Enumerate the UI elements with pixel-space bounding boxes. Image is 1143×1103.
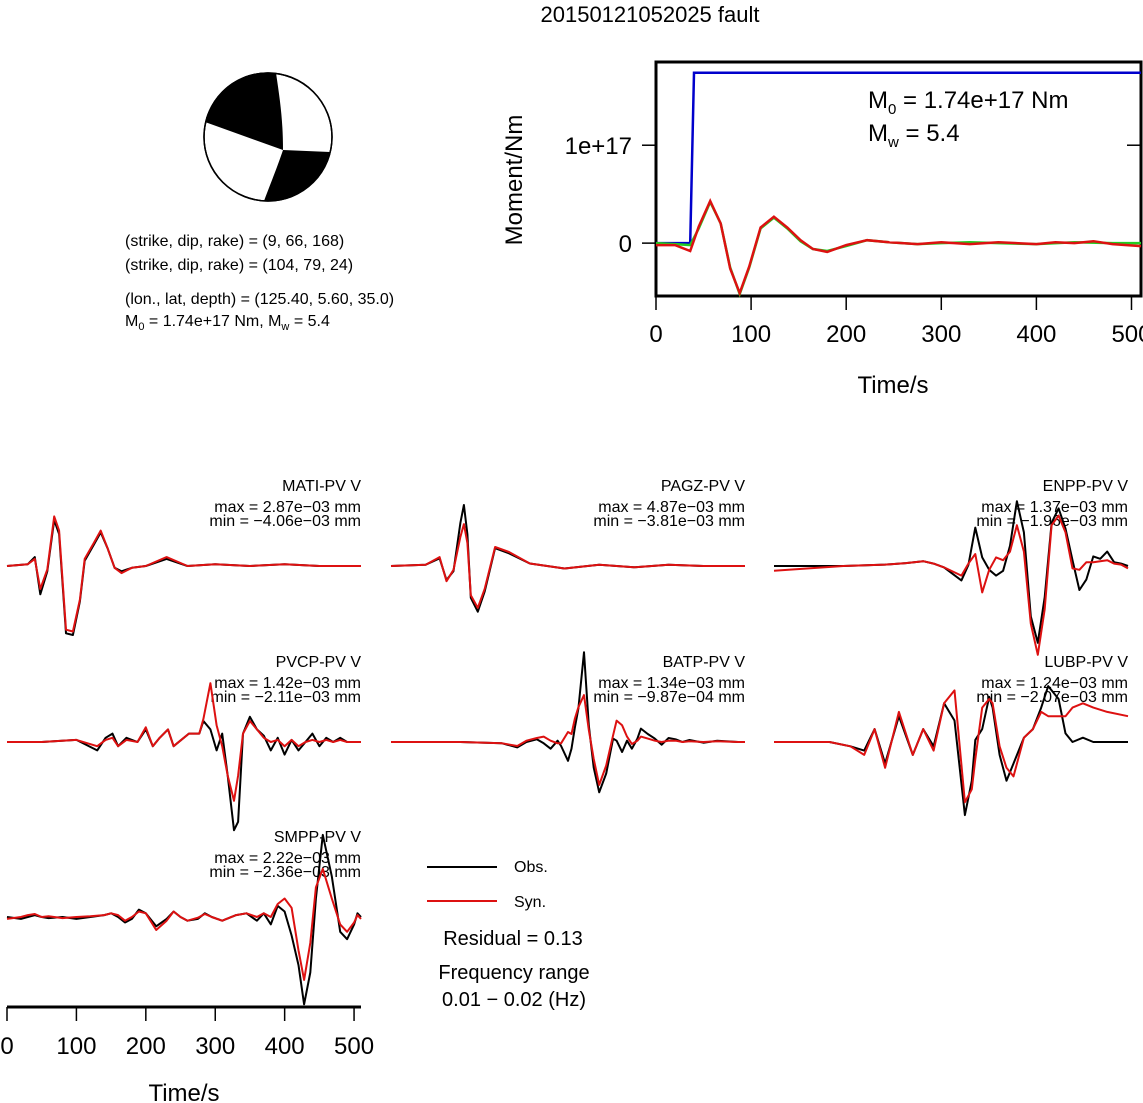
trace-min-label: min = −2.36e−03 mm xyxy=(209,864,361,881)
moment-y-tick-label: 0 xyxy=(619,231,632,258)
station-label: MATI-PV V xyxy=(282,478,361,495)
hypocenter-location: (lon., lat, depth) = (125.40, 5.60, 35.0… xyxy=(125,291,394,308)
moment-x-label: Time/s xyxy=(857,372,928,399)
trace-min-label: min = −3.81e−03 mm xyxy=(593,513,745,530)
moment-plot-frame xyxy=(654,60,1143,298)
trace-syn xyxy=(391,694,745,786)
trace-max-label: max = 1.42e−03 mm xyxy=(214,675,361,692)
station-label: BATP-PV V xyxy=(663,654,746,671)
moment-x-tick-label: 300 xyxy=(921,321,961,348)
trace-min-label: min = −2.11e−03 mm xyxy=(211,689,361,706)
moment-x-ticks: 0 100 200 300 400 500 xyxy=(649,296,1143,348)
waveform-time-axis: Time/s 0 100 200 300 400 500 xyxy=(0,1005,374,1103)
trace-obs xyxy=(7,715,361,832)
legend: Obs. Syn. xyxy=(427,859,548,911)
waveform-x-label: Time/s xyxy=(148,1080,219,1103)
legend-syn-label: Syn. xyxy=(514,894,546,911)
trace-syn xyxy=(774,689,1129,804)
waveform-x-tick-label: 200 xyxy=(126,1033,166,1060)
beachball-rim xyxy=(203,72,333,202)
station-label: LUBP-PV V xyxy=(1044,654,1128,671)
nodal-plane-1: (strike, dip, rake) = (9, 66, 168) xyxy=(125,233,344,250)
beachball-compression-north xyxy=(205,72,283,150)
trace-max-label: max = 4.87e−03 mm xyxy=(598,499,745,516)
trace-syn xyxy=(6,515,361,633)
figure-title: 20150121052025 fault xyxy=(541,2,760,27)
trace-syn xyxy=(7,682,361,802)
station-label: PVCP-PV V xyxy=(276,654,362,671)
beachball xyxy=(203,72,333,202)
moment-y-ticks: 0 1e+17 xyxy=(565,133,1141,258)
trace-max-label: max = 1.34e−03 mm xyxy=(598,675,745,692)
moment-series-red xyxy=(656,197,1142,297)
moment-m0-annotation: M0 = 1.74e+17 Nm xyxy=(868,87,1068,118)
nodal-plane-2: (strike, dip, rake) = (104, 79, 24) xyxy=(125,257,353,274)
moment-x-tick-label: 200 xyxy=(826,321,866,348)
source-parameters: (strike, dip, rake) = (9, 66, 168) (stri… xyxy=(125,233,394,333)
station-label: ENPP-PV V xyxy=(1043,478,1129,495)
moment-x-tick-label: 500 xyxy=(1111,321,1143,348)
trace-syn xyxy=(773,514,1129,656)
moment-x-tick-label: 100 xyxy=(731,321,771,348)
legend-obs-label: Obs. xyxy=(514,859,548,876)
trace-min-label: min = −4.06e−03 mm xyxy=(209,513,361,530)
residual-text: Residual = 0.13 xyxy=(443,928,583,950)
waveform-x-tick-label: 300 xyxy=(195,1033,235,1060)
trace-max-label: max = 1.24e−03 mm xyxy=(981,675,1128,692)
moment-x-tick-label: 400 xyxy=(1016,321,1056,348)
frequency-range-label: Frequency range xyxy=(438,962,589,984)
beachball-compression-south xyxy=(264,150,330,202)
waveform-x-tick-label: 500 xyxy=(334,1033,374,1060)
trace-syn xyxy=(390,523,745,609)
moment-series xyxy=(655,71,1142,298)
waveform-x-tick-label: 0 xyxy=(0,1033,13,1060)
waveform-x-tick-label: 100 xyxy=(56,1033,96,1060)
frequency-range-value: 0.01 − 0.02 (Hz) xyxy=(442,989,586,1011)
moment-series-green xyxy=(655,199,1141,298)
trace-max-label: max = 2.22e−03 mm xyxy=(214,850,361,867)
station-label: SMPP-PV V xyxy=(274,829,361,846)
trace-min-label: min = −9.87e−04 mm xyxy=(593,689,745,706)
moment-y-label: Moment/Nm xyxy=(501,115,528,246)
moment-summary: M0 = 1.74e+17 Nm, Mw = 5.4 xyxy=(125,313,330,333)
trace-min-label: min = −2.07e−03 mm xyxy=(976,689,1128,706)
moment-mw-annotation: Mw = 5.4 xyxy=(868,120,960,151)
trace-syn xyxy=(6,867,362,981)
waveform-x-tick-label: 400 xyxy=(265,1033,305,1060)
moment-rate-plot: 0 100 200 300 400 500 0 1e+17 Time/s Moment/Nm… xyxy=(501,60,1143,399)
moment-y-tick-label: 1e+17 xyxy=(565,133,632,160)
trace-max-label: max = 2.87e−03 mm xyxy=(214,499,361,516)
station-label: PAGZ-PV V xyxy=(661,478,745,495)
trace-obs xyxy=(391,651,745,794)
moment-x-tick-label: 0 xyxy=(649,321,662,348)
